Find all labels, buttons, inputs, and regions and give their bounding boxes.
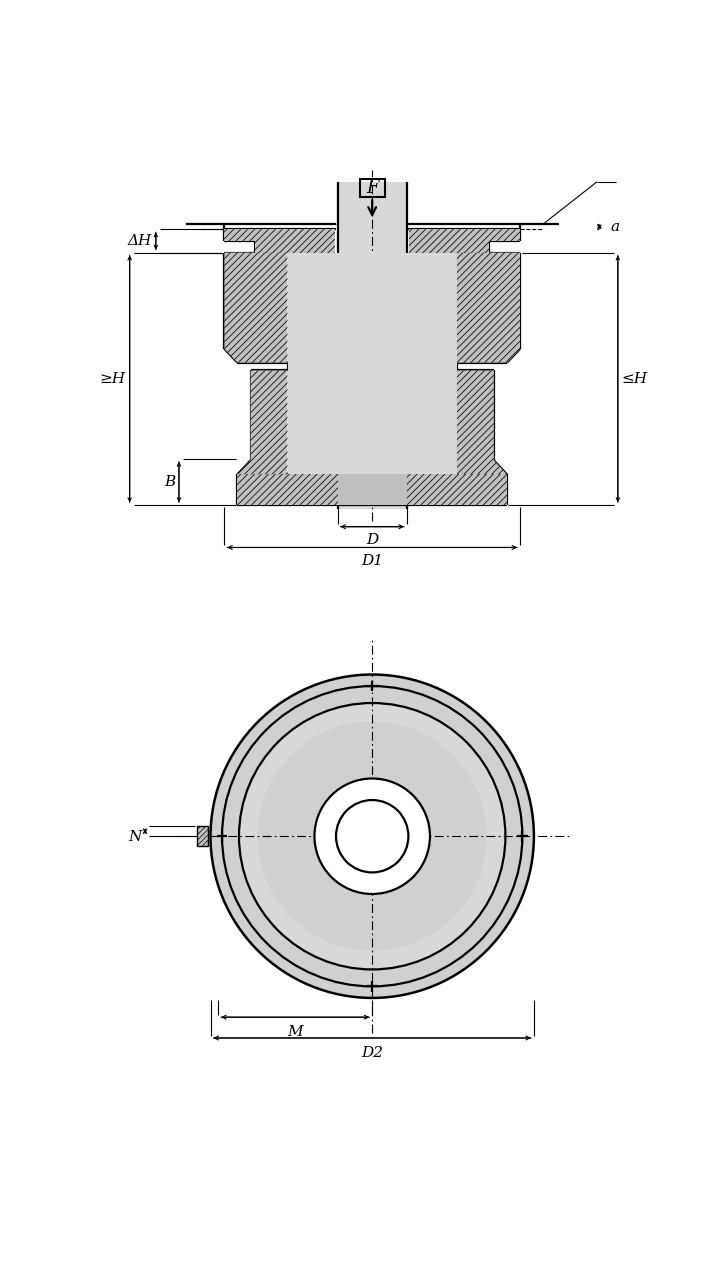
Text: M: M — [287, 1025, 303, 1039]
Polygon shape — [196, 826, 208, 847]
Polygon shape — [238, 370, 287, 474]
Circle shape — [336, 799, 409, 872]
Text: D: D — [366, 533, 378, 547]
Polygon shape — [457, 253, 520, 363]
Polygon shape — [225, 230, 335, 253]
Text: ≤H: ≤H — [622, 372, 648, 386]
Text: a: a — [610, 220, 619, 234]
Polygon shape — [409, 230, 520, 253]
Polygon shape — [238, 474, 337, 506]
Polygon shape — [287, 253, 457, 474]
Text: N: N — [128, 830, 141, 844]
Circle shape — [239, 704, 505, 969]
Polygon shape — [225, 230, 335, 253]
Polygon shape — [457, 370, 507, 474]
Polygon shape — [225, 253, 287, 363]
Polygon shape — [238, 370, 287, 474]
Circle shape — [315, 779, 430, 894]
Text: ΔH: ΔH — [128, 234, 152, 248]
Text: D1: D1 — [361, 554, 383, 568]
Polygon shape — [238, 474, 507, 506]
Text: B: B — [164, 475, 175, 489]
Polygon shape — [196, 826, 208, 847]
Polygon shape — [337, 181, 407, 510]
Polygon shape — [409, 230, 520, 253]
Polygon shape — [225, 253, 287, 363]
Polygon shape — [407, 474, 507, 506]
Polygon shape — [457, 370, 507, 474]
Text: F: F — [366, 179, 379, 197]
Text: ≥H: ≥H — [100, 372, 126, 386]
Text: D2: D2 — [361, 1046, 383, 1060]
Circle shape — [211, 674, 534, 997]
Polygon shape — [457, 253, 520, 363]
Circle shape — [258, 723, 486, 950]
Bar — [360, 179, 385, 197]
